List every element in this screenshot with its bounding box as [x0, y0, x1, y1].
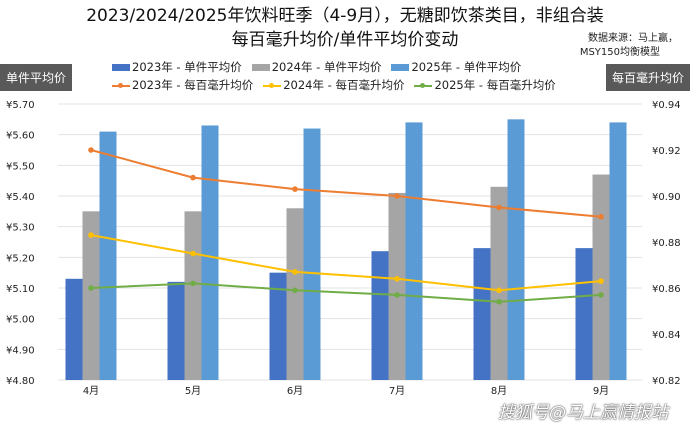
bar-2025-9月 — [609, 122, 627, 381]
legend-swatch — [414, 82, 433, 88]
legend-lines: 2023年 - 每百毫升均价 2024年 - 每百毫升均价 2025年 - 每百… — [112, 78, 556, 93]
y-tick-right: ¥0.84 — [652, 330, 681, 341]
bar-2025-5月 — [201, 125, 219, 380]
line-2025 — [90, 282, 602, 303]
y-tick-left: ¥5.60 — [6, 131, 35, 142]
bar-2024-6月 — [286, 208, 304, 380]
y-tick-right: ¥0.88 — [652, 238, 681, 249]
line-2023 — [90, 149, 602, 218]
legend-label: 2023年 - 每百毫升均价 — [132, 78, 254, 92]
y-tick-right: ¥0.92 — [652, 146, 681, 157]
y-tick-left: ¥5.50 — [6, 161, 35, 172]
point-2024 — [496, 287, 502, 294]
watermark: 搜狐号@马上赢情报站 — [498, 403, 668, 423]
bar-2025-8月 — [507, 119, 525, 380]
right-axis-label: 每百毫升均价 — [605, 64, 690, 91]
bar-2023-7月 — [371, 251, 389, 380]
y-tick-left: ¥5.10 — [6, 284, 35, 295]
point-2025 — [292, 287, 298, 294]
y-tick-left: ¥4.90 — [6, 345, 35, 356]
x-tick-label: 8月 — [491, 385, 507, 397]
point-2023 — [292, 186, 298, 192]
bar-2023-6月 — [269, 272, 287, 380]
point-2023 — [496, 204, 502, 211]
legend-item: 2023年 - 单件平均价 — [112, 60, 242, 75]
legend-swatch — [112, 64, 130, 71]
y-tick-left: ¥5.00 — [6, 315, 35, 326]
bar-2024-9月 — [592, 174, 610, 380]
point-2025 — [88, 285, 94, 291]
bar-2024-7月 — [388, 192, 406, 380]
point-2023 — [598, 213, 604, 220]
legend-bars: 2023年 - 单件平均价 2024年 - 单件平均价 2025年 - 单件平均… — [112, 60, 521, 75]
y-tick-left: ¥4.80 — [6, 376, 35, 387]
y-tick-right: ¥0.82 — [652, 376, 681, 387]
legend-label: 2023年 - 单件平均价 — [132, 60, 242, 74]
legend-swatch — [112, 82, 130, 88]
y-tick-left: ¥5.40 — [6, 192, 35, 203]
point-2023 — [88, 147, 94, 153]
x-tick-label: 5月 — [185, 385, 201, 397]
y-tick-right: ¥0.90 — [652, 192, 681, 203]
left-axis-label: 单件平均价 — [0, 64, 73, 91]
point-2024 — [88, 232, 94, 238]
chart-subtitle: 每百毫升均价/单件平均价变动 — [231, 30, 459, 50]
point-2024 — [292, 269, 298, 275]
y-tick-left: ¥5.70 — [6, 100, 35, 111]
point-2023 — [394, 193, 400, 199]
legend-swatch — [251, 64, 270, 71]
bar-2025-4月 — [99, 131, 117, 380]
legend-swatch — [263, 82, 282, 88]
bar-2024-5月 — [184, 211, 202, 380]
line-2024 — [90, 234, 602, 292]
point-2025 — [496, 299, 502, 305]
y-tick-left: ¥5.20 — [6, 253, 35, 264]
legend-label: 2025年 - 每百毫升均价 — [434, 78, 556, 92]
bar-2023-5月 — [167, 281, 185, 380]
source-line-1: 数据来源：马上赢， — [588, 33, 678, 44]
legend-item: 2025年 - 每百毫升均价 — [414, 78, 556, 93]
y-tick-right: ¥0.94 — [652, 100, 681, 111]
source-line-2: MSY150均衡模型 — [579, 47, 660, 58]
point-2024 — [598, 278, 604, 284]
bar-2024-4月 — [82, 211, 100, 380]
bar-2025-6月 — [303, 128, 321, 380]
bar-2025-7月 — [405, 122, 423, 381]
bar-2023-4月 — [65, 278, 83, 380]
y-tick-right: ¥0.86 — [652, 284, 681, 295]
legend-item: 2025年 - 单件平均价 — [391, 60, 521, 75]
x-tick-label: 6月 — [287, 385, 303, 397]
legend-label: 2025年 - 单件平均价 — [411, 60, 522, 74]
point-2024 — [190, 250, 196, 257]
x-tick-label: 4月 — [83, 385, 99, 397]
chart-title: 2023/2024/2025年饮料旺季（4-9月），无糖即饮茶类目，非组合装 — [86, 6, 604, 26]
y-tick-left: ¥5.30 — [6, 223, 35, 234]
point-2025 — [190, 280, 196, 287]
bar-2023-8月 — [473, 248, 491, 380]
legend-label: 2024年 - 单件平均价 — [271, 60, 382, 74]
legend-label: 2024年 - 每百毫升均价 — [283, 78, 405, 92]
point-2025 — [598, 292, 604, 298]
point-2023 — [190, 174, 196, 181]
point-2024 — [394, 276, 400, 282]
legend-item: 2024年 - 每百毫升均价 — [263, 78, 404, 93]
legend-swatch — [391, 64, 410, 71]
legend-item: 2024年 - 单件平均价 — [251, 60, 382, 75]
bar-2024-8月 — [490, 186, 508, 380]
legend-item: 2023年 - 每百毫升均价 — [112, 78, 253, 93]
x-tick-label: 7月 — [389, 385, 405, 397]
bar-2023-9月 — [575, 248, 593, 380]
x-tick-label: 9月 — [593, 385, 609, 397]
point-2025 — [394, 292, 400, 298]
